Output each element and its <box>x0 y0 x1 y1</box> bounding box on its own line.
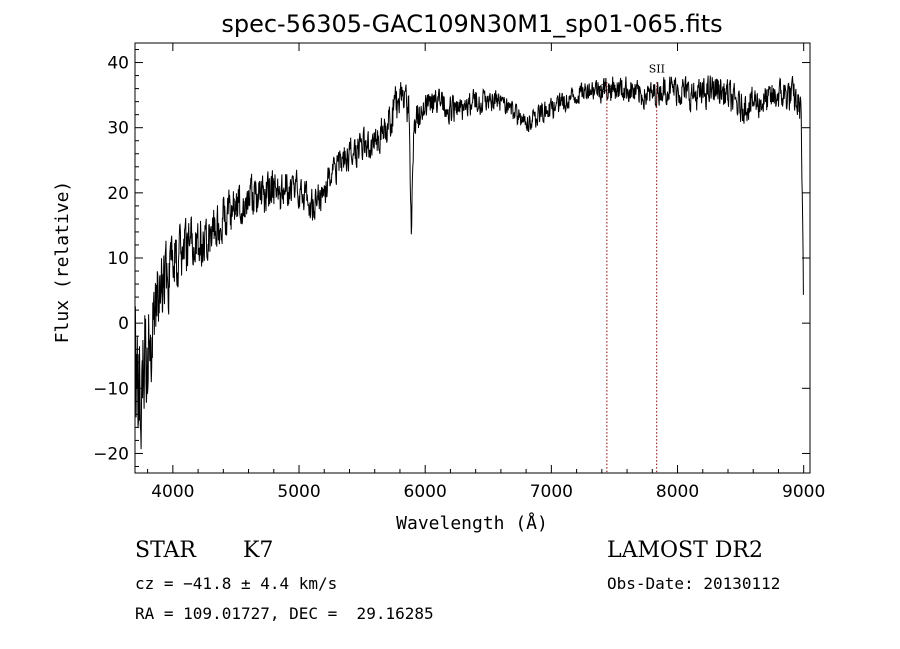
x-tick-label: 7000 <box>530 482 573 502</box>
x-tick-label: 8000 <box>656 482 699 502</box>
spectrum-chart: spec-56305-GAC109N30M1_sp01-065.fits Ca S… <box>52 10 825 534</box>
spectrum-line <box>134 75 804 450</box>
line-marker-layer: Ca SII <box>599 62 665 473</box>
object-class: STAR <box>135 538 196 563</box>
x-tick-label: 4000 <box>151 482 194 502</box>
spectrum-layer <box>134 75 804 450</box>
x-tick-label: 6000 <box>404 482 447 502</box>
sky-coordinates: RA = 109.01727, DEC = 29.16285 <box>135 604 434 623</box>
x-axis-label: Wavelength (Å) <box>396 512 548 534</box>
y-tick-label: 40 <box>107 54 129 74</box>
y-tick-label: 10 <box>107 249 129 269</box>
survey-name: LAMOST DR2 <box>607 538 763 563</box>
line-marker-label: SII <box>649 62 665 75</box>
x-axis-ticks: 4000 5000 6000 7000 8000 9000 <box>147 43 825 502</box>
y-axis-label: Flux (relative) <box>52 181 73 344</box>
observation-date: Obs-Date: 20130112 <box>607 574 781 593</box>
x-tick-label: 9000 <box>782 482 825 502</box>
y-tick-label: 30 <box>107 119 129 139</box>
plot-frame <box>134 42 811 474</box>
x-tick-label: 5000 <box>277 482 320 502</box>
redshift-velocity: cz = −41.8 ± 4.4 km/s <box>135 574 338 593</box>
object-subclass: K7 <box>243 538 274 563</box>
chart-title: spec-56305-GAC109N30M1_sp01-065.fits <box>221 10 722 38</box>
line-marker-label: Ca <box>599 82 614 95</box>
y-axis-ticks: −20 −10 0 10 20 30 40 <box>93 49 810 467</box>
y-tick-label: −20 <box>93 444 129 464</box>
y-tick-label: −10 <box>93 379 129 399</box>
y-tick-label: 0 <box>118 314 129 334</box>
y-tick-label: 20 <box>107 184 129 204</box>
